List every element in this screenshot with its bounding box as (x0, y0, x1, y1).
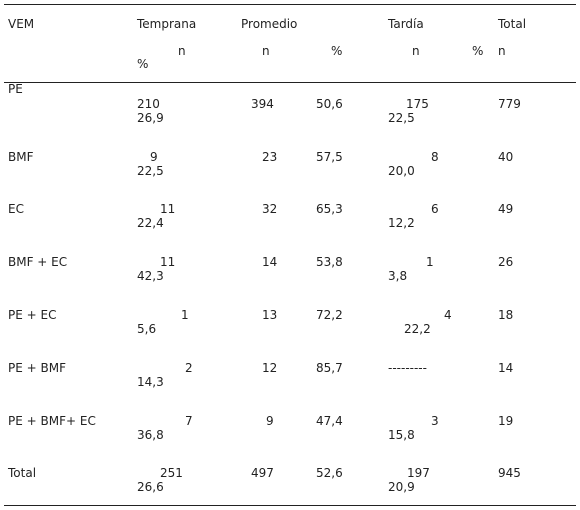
tardia-n: 8 (431, 150, 439, 164)
promedio-pct: 53,8 (316, 255, 343, 269)
total-n: 19 (498, 414, 514, 428)
temprana-pct: 22,5 (137, 164, 164, 178)
header-temprana: Temprana (137, 17, 197, 31)
tardia-n: 175 (406, 97, 429, 111)
promedio-n: 32 (262, 202, 278, 216)
header-tardia: Tardía (388, 17, 424, 31)
header-temprana-pct: % (137, 57, 149, 71)
table-bottom-rule (4, 505, 576, 506)
promedio-pct: 57,5 (316, 150, 343, 164)
tardia-pct: 22,5 (388, 111, 415, 125)
tardia-pct: 3,8 (388, 269, 408, 283)
promedio-pct: 52,6 (316, 466, 343, 480)
row-label: PE + BMF (8, 361, 66, 375)
header-tardia-pct: % (472, 44, 484, 58)
total-n: 49 (498, 202, 514, 216)
tardia-pct: 22,2 (404, 322, 431, 336)
row-label: Total (8, 466, 37, 480)
promedio-pct: 50,6 (316, 97, 343, 111)
table-top-rule (4, 4, 576, 5)
tardia-n: 197 (407, 466, 430, 480)
row-label: EC (8, 202, 24, 216)
promedio-n: 12 (262, 361, 278, 375)
header-promedio-n: n (262, 44, 270, 58)
tardia-pct: 20,9 (388, 480, 415, 494)
temprana-pct: 26,9 (137, 111, 164, 125)
temprana-n: 2 (185, 361, 193, 375)
temprana-n: 11 (160, 255, 176, 269)
row-label: BMF + EC (8, 255, 68, 269)
row-label: PE + EC (8, 308, 57, 322)
tardia-pct: 20,0 (388, 164, 415, 178)
temprana-n: 210 (137, 97, 160, 111)
total-n: 18 (498, 308, 514, 322)
promedio-pct: 65,3 (316, 202, 343, 216)
temprana-n: 7 (185, 414, 193, 428)
temprana-n: 251 (160, 466, 183, 480)
header-promedio: Promedio (241, 17, 298, 31)
header-bottom-rule (4, 82, 576, 83)
header-tardia-n: n (412, 44, 420, 58)
tardia-n: 1 (426, 255, 434, 269)
temprana-n: 11 (160, 202, 176, 216)
temprana-n: 1 (181, 308, 189, 322)
header-total: Total (498, 17, 527, 31)
total-n: 14 (498, 361, 514, 375)
promedio-n: 13 (262, 308, 278, 322)
header-promedio-pct: % (331, 44, 343, 58)
promedio-n: 14 (262, 255, 278, 269)
promedio-pct: 85,7 (316, 361, 343, 375)
temprana-pct: 36,8 (137, 428, 164, 442)
promedio-pct: 47,4 (316, 414, 343, 428)
promedio-n: 497 (251, 466, 274, 480)
tardia-dash: --------- (388, 361, 427, 375)
tardia-n: 3 (431, 414, 439, 428)
total-n: 40 (498, 150, 514, 164)
header-temprana-n: n (178, 44, 186, 58)
total-n: 26 (498, 255, 514, 269)
row-label: PE (8, 82, 23, 96)
temprana-pct: 5,6 (137, 322, 157, 336)
total-n: 945 (498, 466, 521, 480)
tardia-pct: 12,2 (388, 216, 415, 230)
temprana-pct: 26,6 (137, 480, 164, 494)
promedio-n: 394 (251, 97, 274, 111)
promedio-pct: 72,2 (316, 308, 343, 322)
row-label: PE + BMF+ EC (8, 414, 96, 428)
tardia-pct: 15,8 (388, 428, 415, 442)
temprana-pct: 42,3 (137, 269, 164, 283)
temprana-pct: 14,3 (137, 375, 164, 389)
row-label: BMF (8, 150, 34, 164)
total-n: 779 (498, 97, 521, 111)
promedio-n: 9 (266, 414, 274, 428)
promedio-n: 23 (262, 150, 278, 164)
temprana-pct: 22,4 (137, 216, 164, 230)
tardia-n: 6 (431, 202, 439, 216)
header-total-n: n (498, 44, 506, 58)
tardia-n: 4 (444, 308, 452, 322)
temprana-n: 9 (150, 150, 158, 164)
header-vem: VEM (8, 17, 35, 31)
